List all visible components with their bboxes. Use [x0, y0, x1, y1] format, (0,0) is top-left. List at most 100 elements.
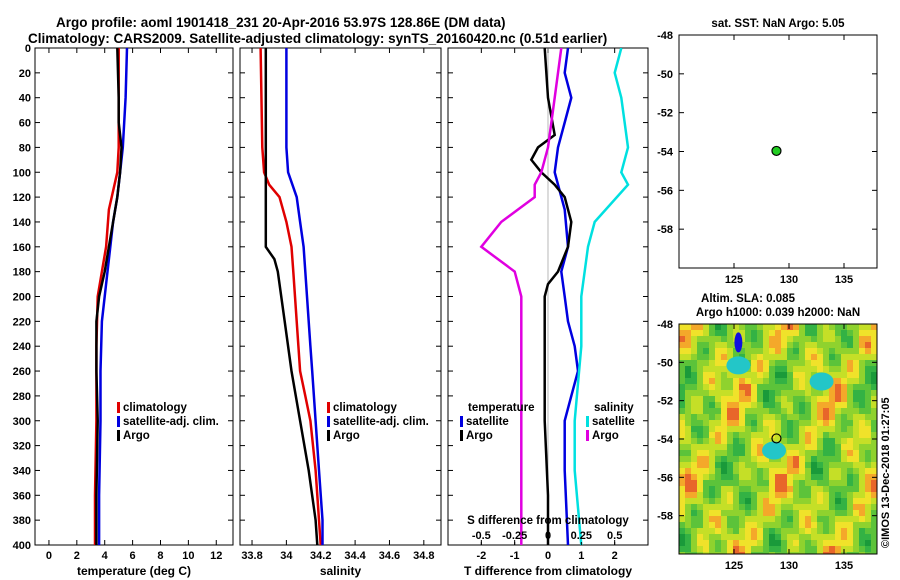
heatmap-cell	[697, 420, 703, 426]
heatmap-cell	[733, 498, 739, 504]
heatmap-cell	[703, 486, 709, 492]
heatmap-cell	[709, 504, 715, 510]
heatmap-cell	[745, 546, 751, 552]
heatmap-cell	[859, 474, 865, 480]
heatmap-cell	[775, 336, 781, 342]
heatmap-cell	[841, 384, 847, 390]
heatmap-cell	[811, 360, 817, 366]
heatmap-cell	[811, 540, 817, 546]
heatmap-cell	[679, 528, 685, 534]
heatmap-cell	[799, 336, 805, 342]
heatmap-cell	[709, 546, 715, 552]
heatmap-cell	[835, 450, 841, 456]
heatmap-cell	[769, 342, 775, 348]
sla_map-ytick-label: -58	[657, 511, 673, 523]
heatmap-cell	[799, 510, 805, 516]
heatmap-cell	[679, 336, 685, 342]
heatmap-cell	[709, 384, 715, 390]
heatmap-cell	[721, 468, 727, 474]
heatmap-cell	[709, 444, 715, 450]
heatmap-cell	[793, 468, 799, 474]
heatmap-cell	[703, 522, 709, 528]
heatmap-cell	[811, 324, 817, 330]
heatmap-cell	[733, 486, 739, 492]
heatmap-cell	[733, 480, 739, 486]
heatmap-cell	[769, 438, 775, 444]
heatmap-cell	[703, 480, 709, 486]
heatmap-cell	[691, 468, 697, 474]
heatmap-cell	[769, 348, 775, 354]
heatmap-cell	[811, 480, 817, 486]
heatmap-cell	[763, 408, 769, 414]
heatmap-cell	[745, 372, 751, 378]
heatmap-cell	[811, 348, 817, 354]
heatmap-cell	[847, 516, 853, 522]
heatmap-cell	[763, 324, 769, 330]
heatmap-cell	[751, 408, 757, 414]
heatmap-cell	[763, 402, 769, 408]
depth-tick-label: 300	[13, 416, 31, 428]
heatmap-cell	[763, 336, 769, 342]
heatmap-cell	[775, 480, 781, 486]
heatmap-cell	[787, 516, 793, 522]
heatmap-cell	[781, 522, 787, 528]
heatmap-cell	[829, 444, 835, 450]
heatmap-cell	[679, 324, 685, 330]
heatmap-cell	[703, 516, 709, 522]
watermark: ©IMOS 13-Dec-2018 01:27:05	[880, 397, 892, 548]
heatmap-cell	[859, 414, 865, 420]
heatmap-cell	[739, 480, 745, 486]
heatmap-cell	[775, 540, 781, 546]
heatmap-cell	[751, 492, 757, 498]
heatmap-cell	[781, 408, 787, 414]
depth-tick-label: 360	[13, 490, 31, 502]
heatmap-cell	[847, 456, 853, 462]
heatmap-cell	[709, 426, 715, 432]
heatmap-cell	[763, 486, 769, 492]
heatmap-cell	[781, 390, 787, 396]
heatmap-cell	[787, 354, 793, 360]
heatmap-cell	[691, 480, 697, 486]
heatmap-cell	[799, 390, 805, 396]
heatmap-cell	[793, 354, 799, 360]
heatmap-cell	[727, 324, 733, 330]
heatmap-cell	[817, 456, 823, 462]
heatmap-cell	[865, 426, 871, 432]
heatmap-cell	[853, 402, 859, 408]
heatmap-cell	[775, 402, 781, 408]
heatmap-cell	[799, 330, 805, 336]
heatmap-cell	[709, 540, 715, 546]
heatmap-cell	[835, 546, 841, 552]
heatmap-cell	[787, 384, 793, 390]
heatmap-cell	[871, 402, 877, 408]
heatmap-cell	[739, 324, 745, 330]
heatmap-cell	[829, 462, 835, 468]
heatmap-cell	[715, 474, 721, 480]
heatmap-cell	[697, 528, 703, 534]
heatmap-cell	[769, 510, 775, 516]
heatmap-cell	[775, 438, 781, 444]
heatmap-cell	[787, 498, 793, 504]
heatmap-cell	[835, 372, 841, 378]
heatmap-cell	[853, 480, 859, 486]
heatmap-cell	[805, 450, 811, 456]
heatmap-cell	[709, 510, 715, 516]
heatmap-cell	[763, 360, 769, 366]
heatmap-cell	[697, 516, 703, 522]
heatmap-cell	[799, 546, 805, 552]
heatmap-cell	[703, 492, 709, 498]
heatmap-cell	[751, 336, 757, 342]
heatmap-cell	[805, 546, 811, 552]
heatmap-cell	[817, 540, 823, 546]
heatmap-cell	[715, 498, 721, 504]
heatmap-cell	[781, 426, 787, 432]
heatmap-cell	[841, 366, 847, 372]
heatmap-cell	[781, 480, 787, 486]
heatmap-cell	[757, 480, 763, 486]
temperature-xtick-label: 8	[157, 550, 163, 562]
heatmap-cell	[775, 378, 781, 384]
heatmap-cell	[793, 396, 799, 402]
heatmap-cell	[853, 354, 859, 360]
heatmap-cell	[817, 414, 823, 420]
heatmap-cell	[775, 396, 781, 402]
